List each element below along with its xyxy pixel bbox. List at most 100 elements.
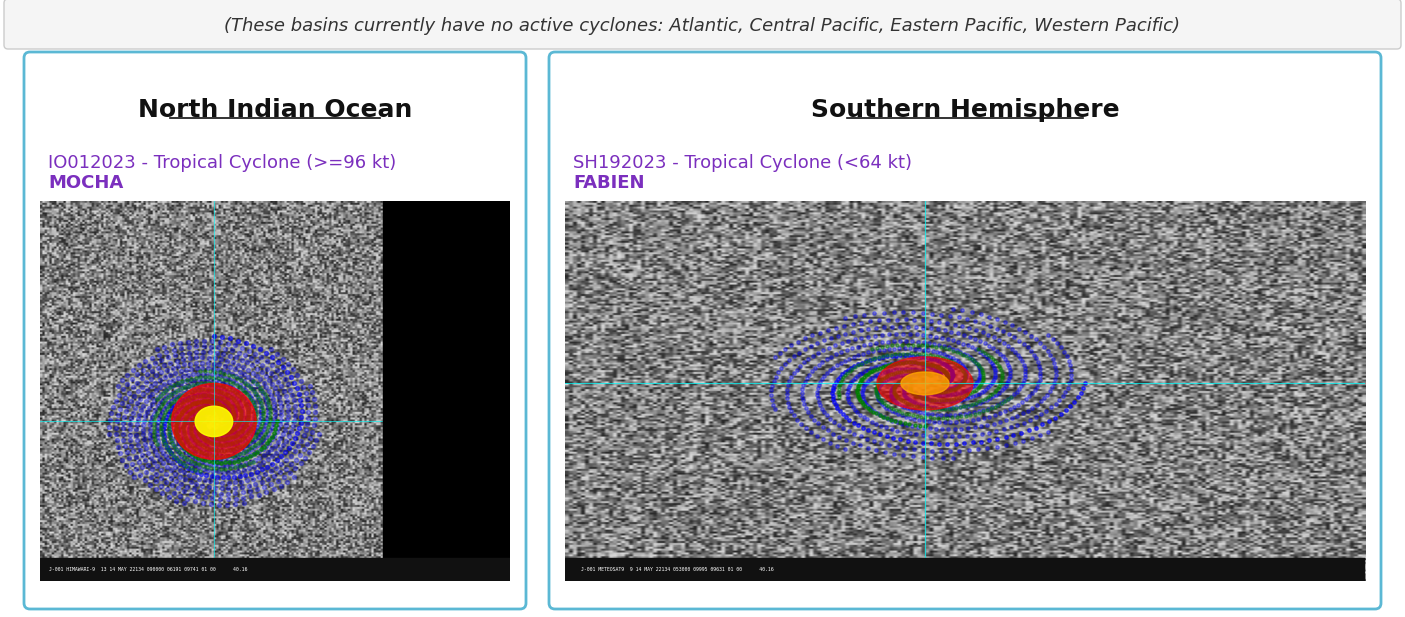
Point [894,390,916,400]
Point [919,360,941,370]
Point [205,348,228,358]
Point [857,369,880,379]
Point [816,368,839,378]
Point [153,379,176,389]
Point [1054,347,1076,357]
Point [1059,365,1082,375]
Point [826,375,849,384]
Point [873,308,895,318]
Point [249,395,271,405]
Point [932,387,954,397]
Point [200,431,222,441]
Point [216,421,239,431]
Point [302,394,325,404]
Point [873,373,895,383]
Point [847,379,870,389]
Point [951,361,974,371]
Point [278,443,301,453]
Point [190,432,212,442]
Point [905,358,927,368]
Point [964,430,986,440]
Point [190,425,212,435]
Point [166,484,188,494]
Point [892,389,915,399]
Point [266,455,288,465]
Point [204,404,226,414]
Point [202,392,225,402]
Point [205,439,228,449]
Point [159,473,181,482]
Point [948,402,971,412]
Point [289,400,312,410]
Point [275,396,298,406]
Point [211,332,233,342]
Point [1050,409,1072,419]
Point [225,384,247,394]
Point [888,344,910,354]
Point [235,458,257,468]
Point [171,458,194,468]
Point [939,311,961,321]
Point [837,354,860,363]
Point [143,358,166,368]
Point [202,457,225,467]
Point [1055,352,1078,362]
Point [143,446,166,456]
Point [139,421,162,431]
Point [223,411,246,421]
Point [826,360,849,370]
Point [246,484,268,494]
Point [899,384,922,394]
Point [171,407,194,416]
Point [256,382,278,392]
Point [804,363,826,373]
Point [191,408,214,418]
Point [919,370,941,380]
Point [171,354,194,364]
Point [169,414,191,424]
Point [903,387,926,397]
Point [125,465,148,474]
Point [915,394,937,404]
Point [1012,408,1034,418]
Point [150,426,173,436]
Point [244,408,267,418]
Point [875,431,898,441]
Point [216,398,239,408]
Point [951,376,974,386]
Point [253,392,275,402]
Point [225,489,247,499]
Point [173,453,195,463]
Point [867,394,889,404]
Point [197,429,219,439]
Point [912,437,934,447]
Point [865,338,888,348]
Point [246,391,268,400]
Point [190,424,212,434]
Point [219,362,242,372]
Point [225,494,247,503]
Point [117,379,139,389]
Point [825,400,847,410]
Point [873,401,895,411]
Point [936,375,958,384]
Point [250,404,273,414]
Point [875,413,898,423]
Point [126,415,149,424]
Point [847,342,870,352]
Point [875,413,898,423]
Point [192,420,215,430]
Point [149,391,171,401]
Point [247,460,270,470]
Point [271,362,294,372]
Point [826,375,849,384]
Point [953,363,975,373]
Point [930,395,953,405]
Point [874,361,896,371]
Point [205,399,228,408]
Point [174,407,197,416]
Point [894,344,916,354]
Point [826,404,849,413]
Point [180,426,202,436]
Point [878,373,901,383]
